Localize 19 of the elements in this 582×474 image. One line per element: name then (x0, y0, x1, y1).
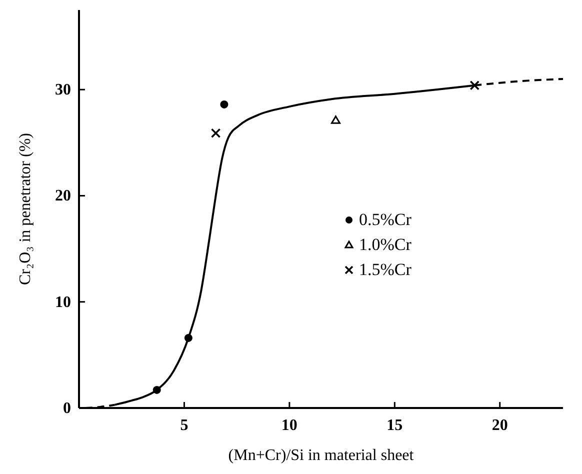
x-tick-label: 10 (281, 417, 298, 434)
point (220, 100, 228, 108)
x-tick-label: 5 (180, 417, 188, 434)
point (210, 128, 221, 138)
x-tick-label: 20 (492, 417, 508, 434)
y-tick-label: 30 (55, 82, 71, 99)
y-tick-label: 10 (55, 294, 71, 311)
legend-label: 1.0%Cr (359, 235, 412, 254)
y-tick-label: 0 (63, 400, 71, 417)
point (152, 386, 161, 394)
x-tick-label: 15 (386, 417, 403, 434)
point (184, 334, 192, 342)
point (470, 80, 480, 90)
y-axis-title: Cr₂O₃ in penetrator (%) (17, 133, 34, 285)
point (330, 116, 340, 124)
legend-label: 0.5%Cr (359, 210, 412, 229)
legend-label: 1.5%Cr (359, 260, 412, 279)
y-tick-label: 20 (55, 188, 71, 205)
x-axis-title: (Mn+Cr)/Si in material sheet (228, 447, 414, 464)
